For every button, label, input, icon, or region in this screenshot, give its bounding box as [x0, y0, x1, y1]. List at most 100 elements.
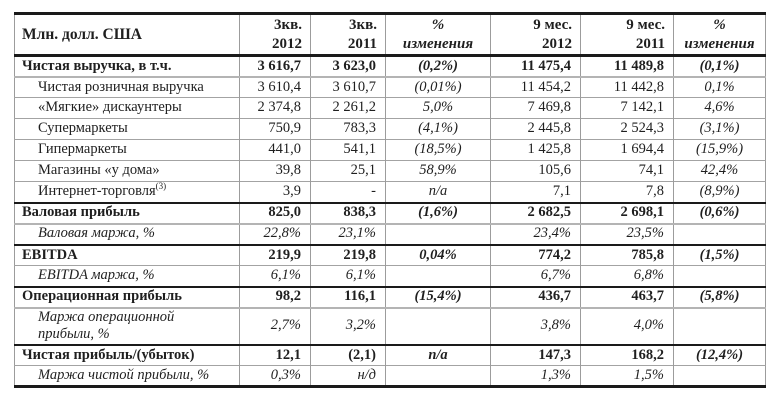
value-cell: 2 698,1	[580, 202, 674, 224]
col-header-text: Млн. долл. США	[22, 25, 142, 43]
row-label-cell: EBITDA	[15, 245, 240, 266]
table-row: «Мягкие» дискаунтеры 2 374,8 2 261,2 5,0% 7 …	[14, 97, 766, 119]
col-header-text: изменения	[684, 35, 755, 52]
row-label-cell: Супермаркеты	[15, 119, 240, 140]
row-label-cell: Валовая прибыль	[15, 203, 240, 224]
pct-change-cell	[385, 265, 491, 287]
value-cell: 3 610,7	[310, 76, 386, 98]
value-cell: 168,2	[580, 344, 674, 366]
value-cell: 1 425,8	[490, 139, 581, 161]
row-label: Маржа чистой прибыли, %	[38, 366, 210, 383]
table-row: Чистая выручка, в т.ч. 3 616,7 3 623,0 (0,2…	[14, 55, 766, 77]
pct-change-cell	[673, 307, 766, 345]
value-cell: 2 445,8	[490, 118, 581, 140]
table-body: Чистая выручка, в т.ч. 3 616,7 3 623,0 (0,2…	[14, 55, 766, 387]
col-header-chg-q3: % изменения	[385, 13, 491, 56]
pct-change-cell: (5,8%)	[673, 286, 766, 308]
value-cell: 116,1	[310, 286, 386, 308]
value-cell: 23,4%	[490, 223, 581, 245]
col-header-text: 3кв.	[274, 16, 302, 33]
value-cell: 98,2	[239, 286, 311, 308]
row-label: EBITDA	[22, 246, 78, 263]
value-cell: 219,8	[310, 244, 386, 266]
table-row: Валовая маржа, % 22,8% 23,1% 23,4% 23,5%	[14, 223, 766, 245]
value-cell: н/д	[310, 365, 386, 387]
row-label-cell: «Мягкие» дискаунтеры	[15, 98, 240, 119]
value-cell: 2 261,2	[310, 97, 386, 119]
pct-change-cell	[673, 265, 766, 287]
value-cell: 7 469,8	[490, 97, 581, 119]
row-label: Валовая прибыль	[22, 204, 140, 221]
value-cell: 11 442,8	[580, 76, 674, 98]
pct-change-cell: (4,1%)	[385, 118, 491, 140]
table-row: Валовая прибыль 825,0 838,3 (1,6%) 2 682,5 2 …	[14, 202, 766, 224]
row-label: Валовая маржа, %	[38, 225, 155, 242]
table-row: Интернет-торговля(3) 3,9- n/a 7,1 7,8 (8,9%)	[14, 181, 766, 203]
value-cell: 39,8	[239, 160, 311, 182]
pct-change-cell: (3,1%)	[673, 118, 766, 140]
row-label-cell: Маржа чистой прибыли, %	[15, 366, 240, 387]
pct-change-cell	[385, 307, 491, 345]
value-cell: 3 616,7	[239, 55, 311, 77]
value-cell: 2 524,3	[580, 118, 674, 140]
row-label-cell: Магазины «у дома»	[15, 161, 240, 182]
value-cell: 838,3	[310, 202, 386, 224]
col-header-label: Млн. долл. США	[15, 14, 240, 56]
value-cell: 105,6	[490, 160, 581, 182]
value-cell: 2 682,5	[490, 202, 581, 224]
row-label: «Мягкие» дискаунтеры	[38, 99, 182, 116]
row-label-cell: Чистая выручка, в т.ч.	[15, 56, 240, 77]
pct-change-cell: (15,4%)	[385, 286, 491, 308]
col-header-text: 2012	[542, 35, 572, 52]
col-header-text: 3кв.	[349, 16, 377, 33]
value-cell: 1,3%	[490, 365, 581, 387]
row-label-cell: Гипермаркеты	[15, 140, 240, 161]
col-header-text: 2011	[635, 35, 665, 52]
pct-change-cell: (0,1%)	[673, 55, 766, 77]
pct-change-cell: 0,1%	[673, 76, 766, 98]
value-cell: 463,7	[580, 286, 674, 308]
pct-change-cell: (12,4%)	[673, 344, 766, 366]
pct-change-cell: (1,6%)	[385, 202, 491, 224]
value-cell: 1,5%	[580, 365, 674, 387]
col-header-m9-2012: 9 мес. 2012	[490, 13, 581, 56]
value-cell: 436,7	[490, 286, 581, 308]
value-cell: 219,9	[239, 244, 311, 266]
row-label: Операционная прибыль	[22, 288, 182, 305]
row-label: Чистая выручка, в т.ч.	[22, 57, 172, 74]
value-cell: 6,1%	[239, 265, 311, 287]
row-label: Гипермаркеты	[38, 141, 127, 158]
row-label: EBITDA маржа, %	[38, 267, 155, 284]
col-header-text: %	[713, 16, 726, 33]
pct-change-cell: 4,6%	[673, 97, 766, 119]
value-cell: 3,2%	[310, 307, 386, 345]
pct-change-cell: (0,2%)	[385, 55, 491, 77]
value-cell: 785,8	[580, 244, 674, 266]
value-cell: 3 610,4	[239, 76, 311, 98]
col-header-text: 9 мес.	[533, 16, 572, 33]
value-cell: 7,8	[580, 181, 674, 203]
table-row: EBITDA 219,9 219,8 0,04% 774,2 785,8 (1,5%)	[14, 244, 766, 266]
value-cell: 774,2	[490, 244, 581, 266]
table-row: Чистая прибыль/(убыток) 12,1 (2,1) n/a 147,3…	[14, 344, 766, 366]
pct-change-cell	[385, 223, 491, 245]
value-cell: 11 475,4	[490, 55, 581, 77]
value-cell: 6,1%	[310, 265, 386, 287]
table-row: Супермаркеты 750,9 783,3 (4,1%) 2 445,8 2 524…	[14, 118, 766, 140]
col-header-m9-2011: 9 мес. 2011	[580, 13, 674, 56]
value-cell: 25,1	[310, 160, 386, 182]
row-label-cell: Чистая розничная выручка	[15, 77, 240, 98]
row-label: Маржа операционной прибыли, %	[38, 308, 175, 342]
value-cell: 3,8%	[490, 307, 581, 345]
row-label-cell: EBITDA маржа, %	[15, 266, 240, 287]
value-cell: 1 694,4	[580, 139, 674, 161]
header-row: Млн. долл. США 3кв. 2012 3кв. 2011% изменения…	[14, 13, 766, 56]
col-header-text: изменения	[402, 35, 474, 52]
pct-change-cell	[673, 365, 766, 387]
value-cell: -	[310, 181, 386, 203]
value-cell: 22,8%	[239, 223, 311, 245]
row-label: Чистая прибыль/(убыток)	[22, 346, 195, 363]
col-header-q3-2012: 3кв. 2012	[239, 13, 311, 56]
pct-change-cell: (8,9%)	[673, 181, 766, 203]
